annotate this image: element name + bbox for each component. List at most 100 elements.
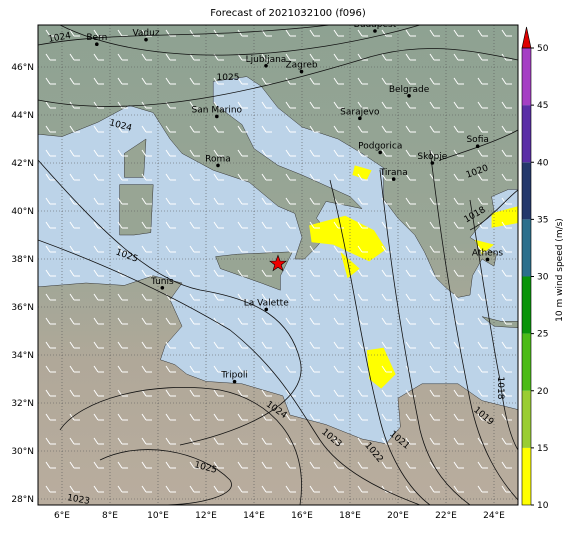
wind-barb [45, 413, 56, 421]
colorbar-segment [522, 48, 531, 106]
wind-barb [237, 173, 248, 181]
x-tick-label: 22°E [435, 511, 457, 521]
wind-barb [117, 461, 128, 469]
wind-barb [429, 149, 440, 157]
wind-barb [501, 125, 512, 133]
wind-barb [261, 485, 272, 493]
wind-barb [213, 365, 224, 373]
wind-barb [477, 413, 488, 421]
isobar [329, 179, 431, 505]
wind-barb [213, 341, 224, 349]
city-dot [391, 177, 396, 181]
wind-barb [45, 293, 56, 301]
wind-barb [405, 413, 416, 421]
city-label: Budapest [354, 20, 397, 30]
wind-barb [45, 461, 56, 469]
wind-barb [381, 461, 392, 469]
wind-barb [213, 413, 224, 421]
colorbar-tick-label: 40 [537, 158, 549, 168]
colorbar-label: 10 m wind speed (m/s) [555, 218, 565, 322]
x-tick-label: 10°E [147, 511, 169, 521]
wind-barb [357, 365, 368, 373]
colorbar-tick-label: 45 [537, 101, 548, 111]
colorbar-tick-label: 25 [537, 330, 548, 340]
wind-barb [501, 245, 512, 253]
wind-barb [141, 317, 152, 325]
wind-barb [357, 245, 368, 253]
wind-barb [237, 125, 248, 133]
wind-barb [117, 341, 128, 349]
wind-barb [237, 293, 248, 301]
wind-patch [474, 239, 494, 255]
wind-barb [213, 461, 224, 469]
isobar [38, 48, 518, 107]
wind-barb [309, 245, 320, 253]
wind-barb [213, 293, 224, 301]
wind-barb [165, 149, 176, 157]
wind-barb [117, 77, 128, 85]
wind-barb [69, 125, 80, 133]
wind-barb [429, 269, 440, 277]
wind-barb [453, 437, 464, 445]
wind-barb [93, 341, 104, 349]
city-dot [160, 286, 165, 290]
wind-barb [477, 221, 488, 229]
wind-barb [357, 413, 368, 421]
wind-barb [189, 341, 200, 349]
wind-barb [69, 245, 80, 253]
island [124, 138, 147, 178]
city-dot [430, 161, 435, 165]
title: Forecast of 2021032100 (f096) [210, 8, 366, 19]
wind-barb [309, 389, 320, 397]
wind-barb [477, 293, 488, 301]
wind-barb [45, 317, 56, 325]
wind-barb [189, 413, 200, 421]
wind-barb [141, 125, 152, 133]
colorbar-segment [522, 390, 531, 448]
wind-barb [45, 77, 56, 85]
wind-barb [45, 437, 56, 445]
wind-barb [165, 485, 176, 493]
wind-barb [93, 461, 104, 469]
city-label: Tirana [379, 168, 408, 178]
isobar [439, 129, 518, 161]
colorbar-tick-label: 15 [537, 444, 548, 454]
wind-barb [453, 341, 464, 349]
wind-barb [381, 317, 392, 325]
wind-barb [93, 437, 104, 445]
isobar [38, 239, 421, 505]
isobar [469, 199, 518, 451]
wind-barb [501, 29, 512, 37]
wind-barb [45, 173, 56, 181]
wind-barb [405, 101, 416, 109]
wind-barb [357, 485, 368, 493]
wind-barb [141, 485, 152, 493]
wind-barb [357, 149, 368, 157]
wind-barb [501, 197, 512, 205]
wind-barb [333, 365, 344, 373]
x-tick-label: 18°E [339, 511, 361, 521]
wind-patch [366, 347, 396, 389]
wind-barb [381, 437, 392, 445]
wind-barb [429, 101, 440, 109]
wind-barb [189, 101, 200, 109]
wind-barb [405, 77, 416, 85]
wind-barb [285, 461, 296, 469]
wind-barb [357, 221, 368, 229]
wind-barb [357, 389, 368, 397]
wind-barb [477, 245, 488, 253]
wind-barb [45, 125, 56, 133]
wind-barb [45, 485, 56, 493]
wind-barb [453, 485, 464, 493]
city-label: Belgrade [389, 85, 430, 95]
wind-barb [141, 341, 152, 349]
wind-barb [93, 29, 104, 37]
wind-barb [477, 125, 488, 133]
wind-barb [93, 293, 104, 301]
wind-barb [117, 437, 128, 445]
wind-barb [429, 317, 440, 325]
isobar [38, 159, 302, 446]
wind-barb [333, 293, 344, 301]
wind-barb [165, 437, 176, 445]
wind-barb [381, 245, 392, 253]
